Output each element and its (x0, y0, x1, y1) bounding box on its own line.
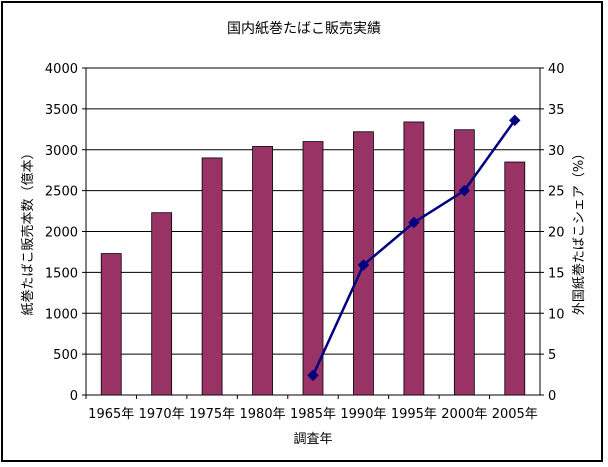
y-axis-label-right: 外国紙巻たばこシェア（%） (572, 147, 587, 315)
y-tick-label-right: 15 (548, 266, 565, 281)
y-tick-label-right: 10 (548, 307, 565, 322)
bar-series (100, 121, 526, 396)
y-tick-label-right: 30 (548, 144, 565, 159)
y-tick-label-left: 3000 (45, 144, 78, 159)
x-tick-label: 1995年 (391, 407, 437, 422)
x-tick-label: 1980年 (240, 407, 286, 422)
bar (504, 161, 526, 396)
x-axis-label: 調査年 (293, 432, 332, 447)
x-tick-label: 1965年 (88, 407, 134, 422)
bar (252, 146, 273, 396)
chart-title: 国内紙巻たばこ販売実績 (227, 21, 381, 37)
line-series (307, 114, 521, 382)
y-tick-label-left: 1500 (45, 266, 78, 281)
line-point (458, 184, 471, 197)
x-tick-label: 2005年 (492, 407, 538, 422)
y-tick-label-right: 40 (548, 62, 565, 77)
y-tick-label-right: 0 (548, 389, 556, 404)
y-axis-label-left: 紙巻たばこ販売本数（億本） (20, 146, 36, 315)
y-tick-label-left: 4000 (45, 62, 78, 77)
y-tick-label-left: 1000 (45, 307, 78, 322)
y-tick-label-right: 20 (548, 226, 565, 241)
bar (403, 121, 425, 396)
line-point (408, 216, 420, 229)
y-tick-label-right: 25 (548, 185, 565, 200)
bar (453, 129, 475, 396)
line-point (357, 259, 370, 271)
bar (201, 157, 223, 396)
y-tick-label-right: 35 (548, 103, 565, 118)
ticks: 0 500 1000 1500 2000 2500 3000 3500 4000 0 5 10 15 20… (45, 62, 565, 422)
y-tick-label-left: 3500 (45, 103, 78, 118)
x-tick-label: 1970年 (139, 407, 185, 422)
y-tick-label-left: 2500 (45, 185, 78, 200)
x-tick-label: 2000年 (441, 407, 487, 422)
line-point (509, 114, 521, 127)
y-tick-label-left: 0 (70, 389, 78, 404)
line-point (307, 369, 319, 382)
x-tick-label: 1990年 (340, 407, 386, 422)
y-tick-label-left: 2000 (45, 226, 78, 241)
y-tick-label-left: 500 (53, 348, 78, 363)
bar (302, 141, 324, 396)
bar (100, 253, 122, 396)
x-tick-label: 1975年 (189, 407, 235, 422)
y-tick-label-right: 5 (548, 348, 556, 363)
x-tick-label: 1985年 (290, 407, 336, 422)
bar (151, 212, 173, 396)
